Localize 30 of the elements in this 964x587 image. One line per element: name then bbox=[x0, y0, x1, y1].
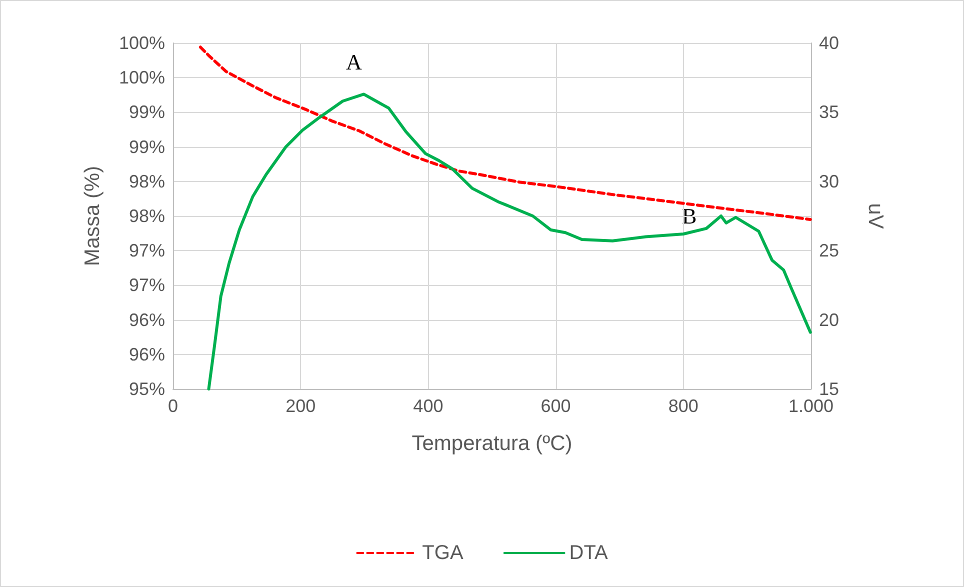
x-axis-title: Temperatura (ºC) bbox=[412, 432, 572, 455]
y2-tick-label: 20 bbox=[819, 310, 840, 330]
y2-tick-label: 25 bbox=[819, 240, 840, 261]
y-tick-label: 99% bbox=[128, 102, 165, 122]
x-tick-label: 1.000 bbox=[788, 396, 834, 416]
y-tick-label: 96% bbox=[128, 310, 165, 330]
y-tick-label: 97% bbox=[128, 275, 165, 296]
y2-tick-label: 35 bbox=[819, 102, 840, 122]
y-tick-label: 100% bbox=[118, 33, 165, 53]
x-tick-label: 400 bbox=[413, 396, 444, 416]
y2-tick-label: 40 bbox=[819, 33, 840, 53]
y-tick-label: 100% bbox=[118, 68, 165, 88]
x-tick-label: 800 bbox=[668, 396, 698, 416]
x-tick-label: 200 bbox=[286, 396, 316, 416]
x-tick-label: 0 bbox=[168, 396, 178, 416]
x-tick-label: 600 bbox=[540, 396, 571, 416]
legend-label: TGA bbox=[422, 542, 464, 564]
y2-tick-label: 15 bbox=[819, 379, 840, 399]
annotation: A bbox=[346, 50, 362, 74]
legend-label: DTA bbox=[569, 542, 608, 564]
y-axis-title: Massa (%) bbox=[81, 166, 104, 266]
line-series bbox=[207, 92, 812, 390]
y-tick-label: 98% bbox=[128, 171, 165, 192]
y-tick-label: 98% bbox=[128, 206, 165, 226]
y-tick-label: 95% bbox=[128, 379, 165, 399]
y2-axis-title: uV bbox=[864, 203, 887, 229]
y-tick-label: 96% bbox=[128, 344, 165, 364]
y-tick-label: 99% bbox=[128, 136, 165, 157]
y2-tick-label: 30 bbox=[819, 171, 840, 192]
y-tick-label: 97% bbox=[128, 240, 165, 261]
